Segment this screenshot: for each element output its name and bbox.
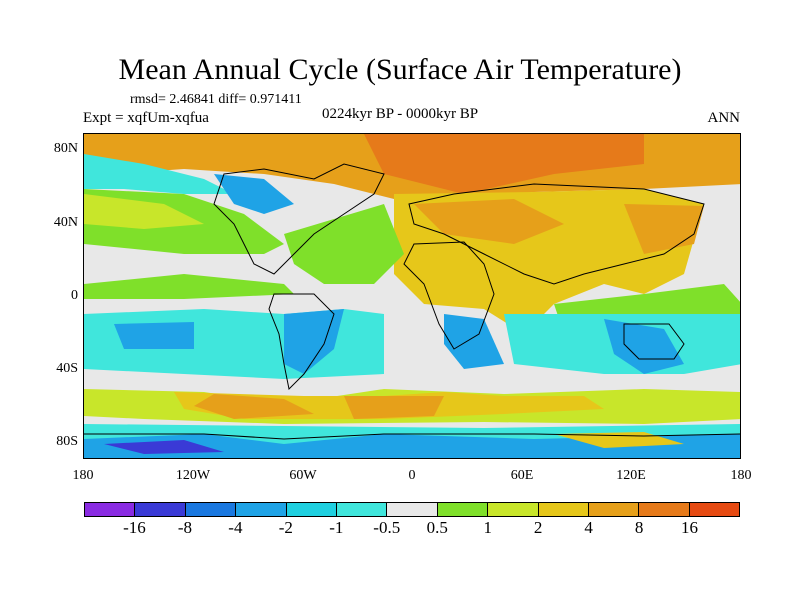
lon-label: 60W xyxy=(289,468,317,483)
lat-label: 40S xyxy=(56,361,78,376)
colorbar-swatch xyxy=(286,503,337,516)
lat-label: 80S xyxy=(56,434,78,449)
lon-label: 180 xyxy=(730,468,752,483)
colorbar-swatch xyxy=(336,503,388,516)
colorbar-swatch xyxy=(387,503,438,516)
colorbar-swatch xyxy=(689,503,740,516)
lat-label: 0 xyxy=(71,288,78,303)
colorbar-label: 8 xyxy=(634,518,644,537)
lon-label: 180 xyxy=(72,468,94,483)
colorbar-swatch xyxy=(437,503,489,516)
colorbar-label: 4 xyxy=(584,518,593,537)
colorbar-label: -16 xyxy=(123,518,146,537)
colorbar-swatch xyxy=(639,503,690,516)
colorbar-swatch xyxy=(135,503,186,516)
colorbar-label: 2 xyxy=(533,518,543,537)
lon-label: 0 xyxy=(408,468,416,483)
colorbar-label: -0.5 xyxy=(373,518,401,537)
colorbar-swatch xyxy=(236,503,287,516)
colorbar-label: -4 xyxy=(228,518,243,537)
colorbar-swatch xyxy=(85,503,136,516)
season-text: ANN xyxy=(707,110,741,126)
colorbar-label: -1 xyxy=(329,518,344,537)
colorbar-label: 1 xyxy=(483,518,492,537)
colorbar-swatch xyxy=(538,503,589,516)
stats-text: rmsd= 2.46841 diff= 0.971411 xyxy=(130,92,302,107)
experiment-text: Expt = xqfUm-xqfua xyxy=(83,110,209,126)
colorbar-swatch xyxy=(588,503,640,516)
colorbar-swatch xyxy=(185,503,237,516)
lon-label: 120W xyxy=(175,468,211,483)
lat-label: 40N xyxy=(53,215,78,230)
colorbar-label: 16 xyxy=(681,518,699,537)
lat-label: 80N xyxy=(53,141,78,156)
colorbar-label: -2 xyxy=(278,518,293,537)
lon-label: 120E xyxy=(616,468,646,483)
plot-title: Mean Annual Cycle (Surface Air Temperatu… xyxy=(118,53,682,86)
colorbar-swatch xyxy=(488,503,539,516)
colorbar-label: 0.5 xyxy=(426,518,448,537)
anomaly-map xyxy=(83,133,741,459)
colorbar-label: -8 xyxy=(177,518,192,537)
lon-label: 60E xyxy=(510,468,534,483)
colorbar xyxy=(84,502,740,517)
map-svg xyxy=(84,134,740,458)
period-text: 0224kyr BP - 0000kyr BP xyxy=(322,106,479,122)
